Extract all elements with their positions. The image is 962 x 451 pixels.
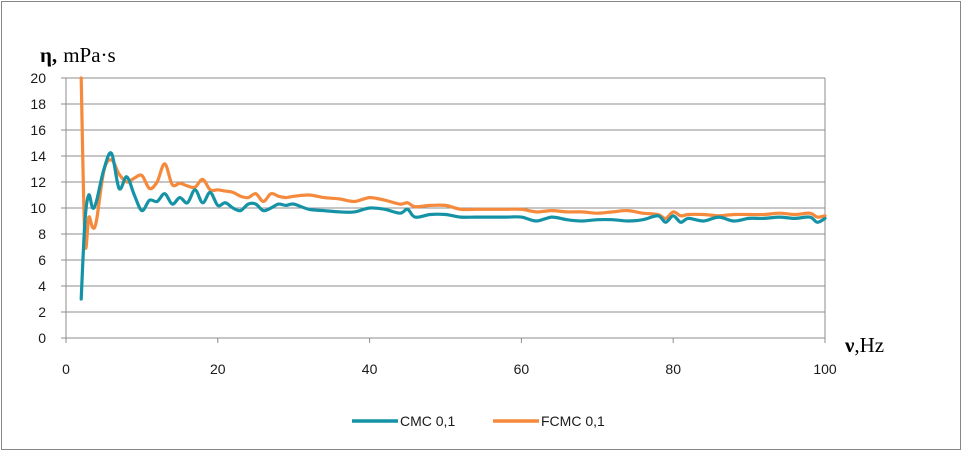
y-axis-symbol: η, [40, 43, 57, 67]
y-axis-unit: mPa·s [63, 43, 116, 67]
y-tick-label-14: 14 [30, 148, 46, 164]
y-axis-title: η, mPa·s [40, 43, 116, 67]
x-tick-label-40: 40 [362, 361, 378, 377]
legend-label-cmc: CMC 0,1 [400, 413, 455, 429]
y-tick-label-2: 2 [38, 304, 46, 320]
y-tick-labels: 0 2 4 6 8 10 12 14 16 18 20 [30, 70, 46, 346]
y-tick-label-18: 18 [30, 96, 46, 112]
y-tick-label-12: 12 [30, 174, 46, 190]
y-tick-label-4: 4 [38, 278, 46, 294]
series-line-fcmc [79, 76, 827, 250]
x-axis-symbol: ν [844, 333, 855, 357]
x-tick-label-100: 100 [813, 361, 837, 377]
y-tick-label-6: 6 [38, 252, 46, 268]
y-tick-label-10: 10 [30, 200, 46, 216]
x-tick-label-60: 60 [514, 361, 530, 377]
x-tick-label-20: 20 [210, 361, 226, 377]
axes [61, 77, 826, 343]
y-tick-label-20: 20 [30, 70, 46, 86]
x-axis-title: ν,Hz [844, 333, 884, 357]
x-tick-label-0: 0 [62, 361, 70, 377]
series-line-cmc [79, 151, 827, 301]
series-lines [79, 76, 827, 301]
y-tick-label-8: 8 [38, 226, 46, 242]
x-tick-label-80: 80 [665, 361, 681, 377]
legend: CMC 0,1 FCMC 0,1 [352, 413, 605, 429]
y-tick-label-16: 16 [30, 122, 46, 138]
legend-label-fcmc: FCMC 0,1 [541, 413, 605, 429]
y-tick-label-0: 0 [38, 330, 46, 346]
grid-lines [66, 77, 825, 313]
x-axis-unit: ,Hz [854, 333, 884, 357]
x-tick-labels: 0 20 40 60 80 100 [62, 361, 837, 377]
